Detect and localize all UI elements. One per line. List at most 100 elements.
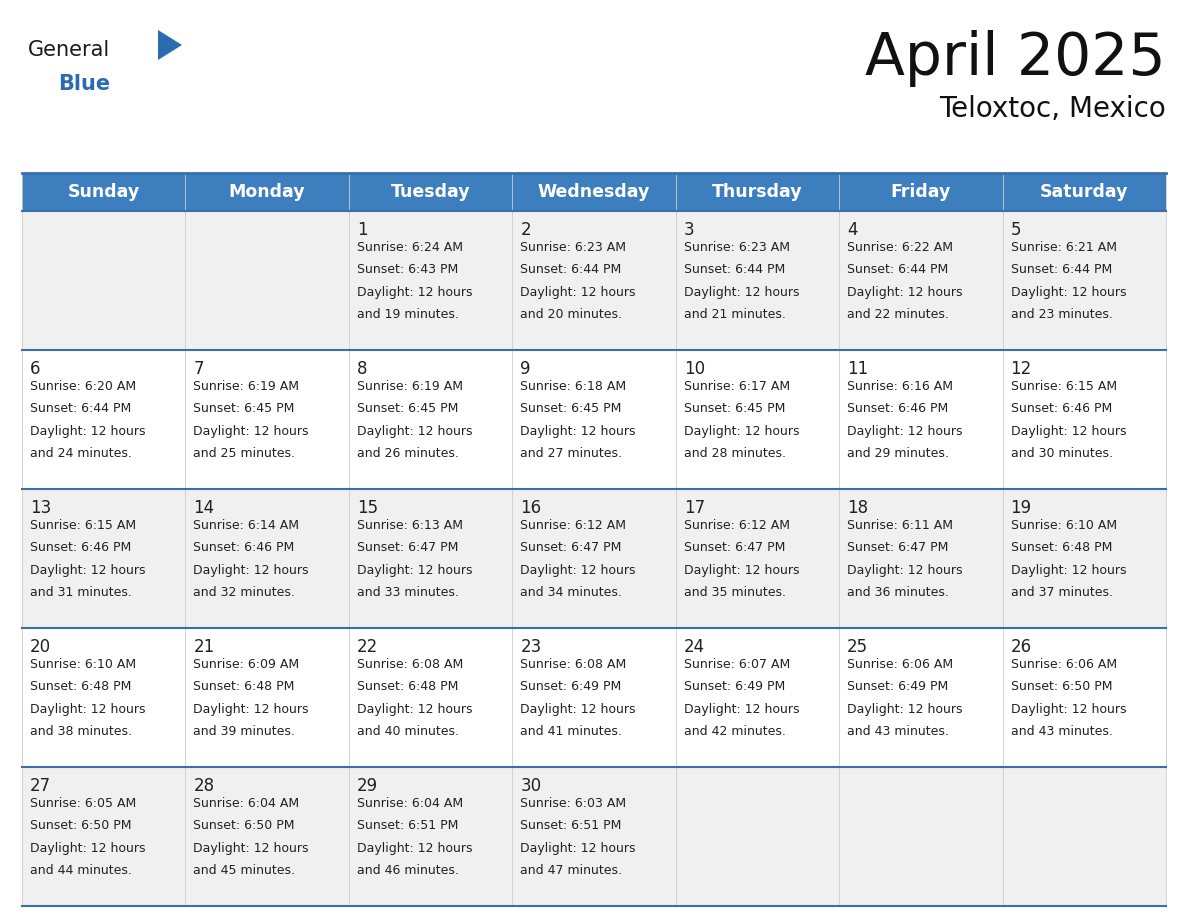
- Text: and 26 minutes.: and 26 minutes.: [356, 447, 459, 460]
- Text: and 28 minutes.: and 28 minutes.: [684, 447, 785, 460]
- Text: Daylight: 12 hours: Daylight: 12 hours: [1011, 285, 1126, 299]
- Text: 22: 22: [356, 638, 378, 656]
- Text: Friday: Friday: [891, 183, 952, 201]
- Text: Daylight: 12 hours: Daylight: 12 hours: [1011, 703, 1126, 716]
- Text: Sunrise: 6:21 AM: Sunrise: 6:21 AM: [1011, 241, 1117, 254]
- Text: Daylight: 12 hours: Daylight: 12 hours: [684, 425, 800, 438]
- Text: 18: 18: [847, 499, 868, 517]
- Bar: [1003, 628, 1165, 767]
- Text: and 38 minutes.: and 38 minutes.: [30, 725, 132, 738]
- Text: 13: 13: [30, 499, 51, 517]
- Text: 29: 29: [356, 777, 378, 795]
- Text: Sunrise: 6:06 AM: Sunrise: 6:06 AM: [1011, 658, 1117, 671]
- Text: 3: 3: [684, 221, 694, 239]
- Text: Daylight: 12 hours: Daylight: 12 hours: [30, 842, 145, 855]
- Text: and 39 minutes.: and 39 minutes.: [194, 725, 296, 738]
- Bar: [23, 211, 185, 350]
- Bar: [23, 628, 185, 767]
- Bar: [1003, 211, 1165, 350]
- Text: Sunset: 6:48 PM: Sunset: 6:48 PM: [1011, 542, 1112, 554]
- Text: General: General: [29, 40, 110, 60]
- Bar: [185, 767, 349, 906]
- Text: 20: 20: [30, 638, 51, 656]
- Text: Daylight: 12 hours: Daylight: 12 hours: [684, 285, 800, 299]
- Bar: [185, 211, 349, 350]
- Text: Sunset: 6:49 PM: Sunset: 6:49 PM: [520, 680, 621, 693]
- Text: 11: 11: [847, 360, 868, 378]
- Bar: [349, 628, 512, 767]
- Text: Sunday: Sunday: [68, 183, 140, 201]
- Text: Daylight: 12 hours: Daylight: 12 hours: [356, 703, 473, 716]
- Bar: [512, 628, 676, 767]
- Bar: [349, 211, 512, 350]
- Text: Daylight: 12 hours: Daylight: 12 hours: [684, 564, 800, 577]
- Text: and 47 minutes.: and 47 minutes.: [520, 864, 623, 878]
- Text: Sunrise: 6:22 AM: Sunrise: 6:22 AM: [847, 241, 953, 254]
- Text: 2: 2: [520, 221, 531, 239]
- Text: Sunrise: 6:10 AM: Sunrise: 6:10 AM: [30, 658, 137, 671]
- Text: 21: 21: [194, 638, 215, 656]
- Bar: [839, 628, 1003, 767]
- Text: and 43 minutes.: and 43 minutes.: [847, 725, 949, 738]
- Text: 27: 27: [30, 777, 51, 795]
- Text: and 44 minutes.: and 44 minutes.: [30, 864, 132, 878]
- Text: 12: 12: [1011, 360, 1032, 378]
- Text: 28: 28: [194, 777, 215, 795]
- Text: Sunset: 6:50 PM: Sunset: 6:50 PM: [1011, 680, 1112, 693]
- Text: 26: 26: [1011, 638, 1031, 656]
- Text: Sunset: 6:49 PM: Sunset: 6:49 PM: [847, 680, 948, 693]
- Text: 1: 1: [356, 221, 367, 239]
- Bar: [23, 489, 185, 628]
- Bar: [676, 489, 839, 628]
- Text: 30: 30: [520, 777, 542, 795]
- Text: and 43 minutes.: and 43 minutes.: [1011, 725, 1112, 738]
- Text: and 19 minutes.: and 19 minutes.: [356, 308, 459, 321]
- Text: Daylight: 12 hours: Daylight: 12 hours: [520, 285, 636, 299]
- Bar: [676, 211, 839, 350]
- Text: Sunset: 6:46 PM: Sunset: 6:46 PM: [847, 402, 948, 416]
- Text: Sunrise: 6:07 AM: Sunrise: 6:07 AM: [684, 658, 790, 671]
- Bar: [839, 211, 1003, 350]
- Text: and 27 minutes.: and 27 minutes.: [520, 447, 623, 460]
- Text: 19: 19: [1011, 499, 1031, 517]
- Text: Daylight: 12 hours: Daylight: 12 hours: [847, 564, 962, 577]
- Text: Sunset: 6:44 PM: Sunset: 6:44 PM: [520, 263, 621, 276]
- Text: Sunset: 6:48 PM: Sunset: 6:48 PM: [30, 680, 132, 693]
- Bar: [1003, 489, 1165, 628]
- Text: Blue: Blue: [58, 74, 110, 94]
- Text: Sunrise: 6:03 AM: Sunrise: 6:03 AM: [520, 797, 626, 810]
- Text: 23: 23: [520, 638, 542, 656]
- Text: Sunset: 6:46 PM: Sunset: 6:46 PM: [1011, 402, 1112, 416]
- Text: Sunrise: 6:23 AM: Sunrise: 6:23 AM: [520, 241, 626, 254]
- Text: and 42 minutes.: and 42 minutes.: [684, 725, 785, 738]
- Text: Sunrise: 6:05 AM: Sunrise: 6:05 AM: [30, 797, 137, 810]
- Text: Sunrise: 6:16 AM: Sunrise: 6:16 AM: [847, 380, 953, 393]
- Text: Sunrise: 6:20 AM: Sunrise: 6:20 AM: [30, 380, 137, 393]
- Text: and 33 minutes.: and 33 minutes.: [356, 587, 459, 599]
- Text: Teloxtoc, Mexico: Teloxtoc, Mexico: [940, 95, 1165, 123]
- Bar: [1003, 350, 1165, 489]
- Text: Sunrise: 6:10 AM: Sunrise: 6:10 AM: [1011, 519, 1117, 532]
- Text: Daylight: 12 hours: Daylight: 12 hours: [847, 703, 962, 716]
- Bar: [23, 350, 185, 489]
- Text: Daylight: 12 hours: Daylight: 12 hours: [356, 425, 473, 438]
- Bar: [185, 628, 349, 767]
- Text: Sunset: 6:49 PM: Sunset: 6:49 PM: [684, 680, 785, 693]
- Text: Daylight: 12 hours: Daylight: 12 hours: [520, 425, 636, 438]
- Text: and 40 minutes.: and 40 minutes.: [356, 725, 459, 738]
- Bar: [349, 350, 512, 489]
- Text: Sunset: 6:45 PM: Sunset: 6:45 PM: [684, 402, 785, 416]
- Text: Sunrise: 6:04 AM: Sunrise: 6:04 AM: [356, 797, 463, 810]
- Text: Sunrise: 6:08 AM: Sunrise: 6:08 AM: [356, 658, 463, 671]
- Bar: [185, 489, 349, 628]
- Text: April 2025: April 2025: [865, 30, 1165, 87]
- Text: Sunset: 6:47 PM: Sunset: 6:47 PM: [520, 542, 621, 554]
- Text: Wednesday: Wednesday: [538, 183, 650, 201]
- Text: Daylight: 12 hours: Daylight: 12 hours: [194, 703, 309, 716]
- Bar: [676, 767, 839, 906]
- Bar: [1003, 767, 1165, 906]
- Text: Sunset: 6:43 PM: Sunset: 6:43 PM: [356, 263, 459, 276]
- Text: Sunrise: 6:12 AM: Sunrise: 6:12 AM: [520, 519, 626, 532]
- Text: Sunset: 6:44 PM: Sunset: 6:44 PM: [30, 402, 131, 416]
- Text: Monday: Monday: [229, 183, 305, 201]
